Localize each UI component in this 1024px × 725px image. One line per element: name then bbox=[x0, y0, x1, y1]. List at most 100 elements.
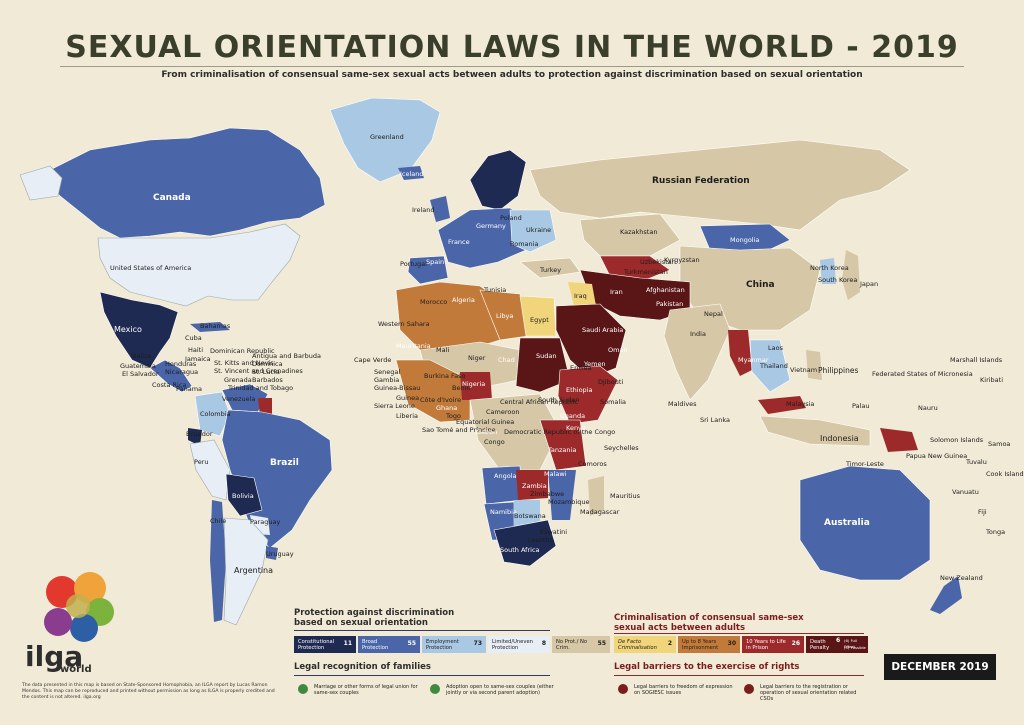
label-ecuador: Ecuador bbox=[186, 430, 213, 438]
region-greenland bbox=[329, 97, 441, 183]
label-south-sudan: South Sudan bbox=[538, 396, 580, 404]
label-spain: Spain bbox=[426, 258, 445, 266]
legend-protection-heading-line1: Protection against discrimination bbox=[294, 608, 455, 618]
legend-limited-count: 8 bbox=[541, 640, 546, 647]
legend-constitutional: Constitutional Protection 11 bbox=[294, 636, 356, 653]
label-niger: Niger bbox=[468, 354, 486, 362]
label-saudi: Saudi Arabia bbox=[582, 326, 624, 334]
label-nigeria: Nigeria bbox=[462, 380, 486, 388]
label-new-zealand: New Zealand bbox=[940, 574, 983, 582]
legend-ten-to-life-count: 26 bbox=[791, 640, 800, 647]
region-philippines bbox=[806, 350, 822, 380]
label-car: Central African Republic bbox=[500, 398, 579, 406]
label-chad: Chad bbox=[498, 356, 515, 364]
legend-limited-label: Limited/Uneven Protection bbox=[492, 638, 533, 651]
label-solomon: Solomon Islands bbox=[930, 436, 984, 444]
legend-families-heading: Legal recognition of families bbox=[294, 662, 431, 672]
legend-employment: Employment Protection 73 bbox=[422, 636, 486, 653]
label-drc: Democratic Republic of the Congo bbox=[504, 428, 616, 436]
label-dominica: Dominica bbox=[252, 360, 283, 368]
label-colombia: Colombia bbox=[200, 410, 231, 418]
legend-de-facto-count: 2 bbox=[667, 640, 672, 647]
legend-marriage-text: Marriage or other forms of legal union f… bbox=[314, 684, 418, 696]
label-panama: Panama bbox=[176, 385, 203, 393]
region-nigeria bbox=[460, 372, 492, 400]
label-western-sahara: Western Sahara bbox=[378, 320, 430, 328]
label-ethiopia: Ethiopia bbox=[566, 386, 593, 394]
label-oman: Oman bbox=[608, 346, 628, 354]
legend-up-to-8-count: 30 bbox=[727, 640, 736, 647]
label-tonga: Tonga bbox=[986, 528, 1006, 536]
page-subtitle: From criminalisation of consensual same-… bbox=[161, 70, 863, 80]
legend-employment-count: 73 bbox=[473, 640, 482, 647]
legend-protection-rule bbox=[294, 630, 550, 631]
label-ukraine: Ukraine bbox=[526, 226, 552, 234]
label-nepal: Nepal bbox=[704, 310, 723, 318]
marriage-icon bbox=[298, 684, 308, 694]
legend-constitutional-count: 11 bbox=[343, 640, 352, 647]
legend-employment-label: Employment Protection bbox=[426, 638, 459, 651]
region-mozambique bbox=[548, 470, 576, 520]
legend-crim-heading-line1: Criminalisation of consensual same-sex bbox=[614, 613, 804, 623]
label-russia: Russian Federation bbox=[652, 176, 750, 186]
label-liberia: Liberia bbox=[396, 412, 419, 420]
legend-constitutional-label: Constitutional Protection bbox=[298, 638, 335, 651]
region-central-america bbox=[149, 359, 193, 393]
label-seychelles: Seychelles bbox=[604, 444, 639, 452]
region-sudan bbox=[515, 337, 571, 393]
region-chile bbox=[210, 500, 226, 622]
region-iceland bbox=[398, 166, 424, 180]
label-jamaica: Jamaica bbox=[185, 355, 211, 363]
label-samoa: Samoa bbox=[988, 440, 1011, 448]
label-paraguay: Paraguay bbox=[250, 518, 281, 526]
label-mozambique: Mozambique bbox=[548, 498, 590, 506]
region-korea bbox=[820, 258, 836, 284]
label-namibia: Namibia bbox=[490, 508, 517, 516]
legend-limited: Limited/Uneven Protection 8 bbox=[488, 636, 550, 653]
label-iran: Iran bbox=[610, 288, 623, 296]
label-costa-rica: Costa Rica bbox=[152, 381, 187, 389]
label-ireland: Ireland bbox=[412, 206, 435, 214]
label-tanzania: Tanzania bbox=[548, 446, 577, 454]
label-afghanistan: Afghanistan bbox=[646, 286, 685, 294]
label-palau: Palau bbox=[852, 402, 870, 410]
label-gabon: Gabon bbox=[476, 428, 498, 436]
region-png bbox=[880, 428, 918, 452]
label-turkey: Turkey bbox=[540, 266, 562, 274]
label-malawi: Malawi bbox=[544, 470, 567, 478]
region-myanmar bbox=[728, 330, 752, 376]
label-laos: Laos bbox=[768, 344, 783, 352]
legend-de-facto-label: De Facto Criminalisation bbox=[618, 638, 657, 651]
label-png: Papua New Guinea bbox=[906, 452, 968, 460]
label-uzbekistan: Uzbekistan bbox=[640, 258, 676, 266]
region-scandinavia bbox=[469, 149, 527, 211]
label-mauritius: Mauritius bbox=[610, 492, 641, 500]
legend-no-prot-label: No Prot./ No Crim. bbox=[556, 638, 588, 651]
label-guatemala: Guatemala bbox=[120, 362, 156, 370]
label-north-korea: North Korea bbox=[810, 264, 849, 272]
label-mongolia: Mongolia bbox=[730, 236, 760, 244]
registration-barrier-icon bbox=[744, 684, 754, 694]
legend-registration-text: Legal barriers to the registration or op… bbox=[760, 684, 857, 702]
label-morocco: Morocco bbox=[420, 298, 448, 306]
label-uganda: Uganda bbox=[560, 412, 586, 420]
label-benin: Benin bbox=[452, 384, 471, 392]
label-togo: Togo bbox=[446, 412, 461, 420]
region-russia bbox=[529, 139, 911, 231]
label-germany: Germany bbox=[476, 222, 506, 230]
label-kyrgyzstan: Kyrgyzstan bbox=[664, 256, 700, 264]
region-uk-ireland bbox=[430, 196, 450, 222]
region-egypt bbox=[519, 295, 557, 337]
label-eq-guinea: Equatorial Guinea bbox=[456, 418, 515, 426]
label-vietnam: Vietnam bbox=[790, 366, 818, 374]
expression-barrier-icon bbox=[618, 684, 628, 694]
page-title: SEXUAL ORIENTATION LAWS IN THE WORLD - 2… bbox=[65, 30, 959, 65]
label-tunisia: Tunisia bbox=[484, 286, 507, 294]
label-bahamas: Bahamas bbox=[200, 322, 231, 330]
label-chile: Chile bbox=[210, 517, 227, 525]
region-australia bbox=[799, 465, 931, 581]
label-sierra-leone: Sierra Leone bbox=[374, 402, 415, 410]
region-peru bbox=[189, 439, 231, 501]
region-usa bbox=[97, 223, 301, 307]
label-guinea: Guinea bbox=[396, 394, 420, 402]
